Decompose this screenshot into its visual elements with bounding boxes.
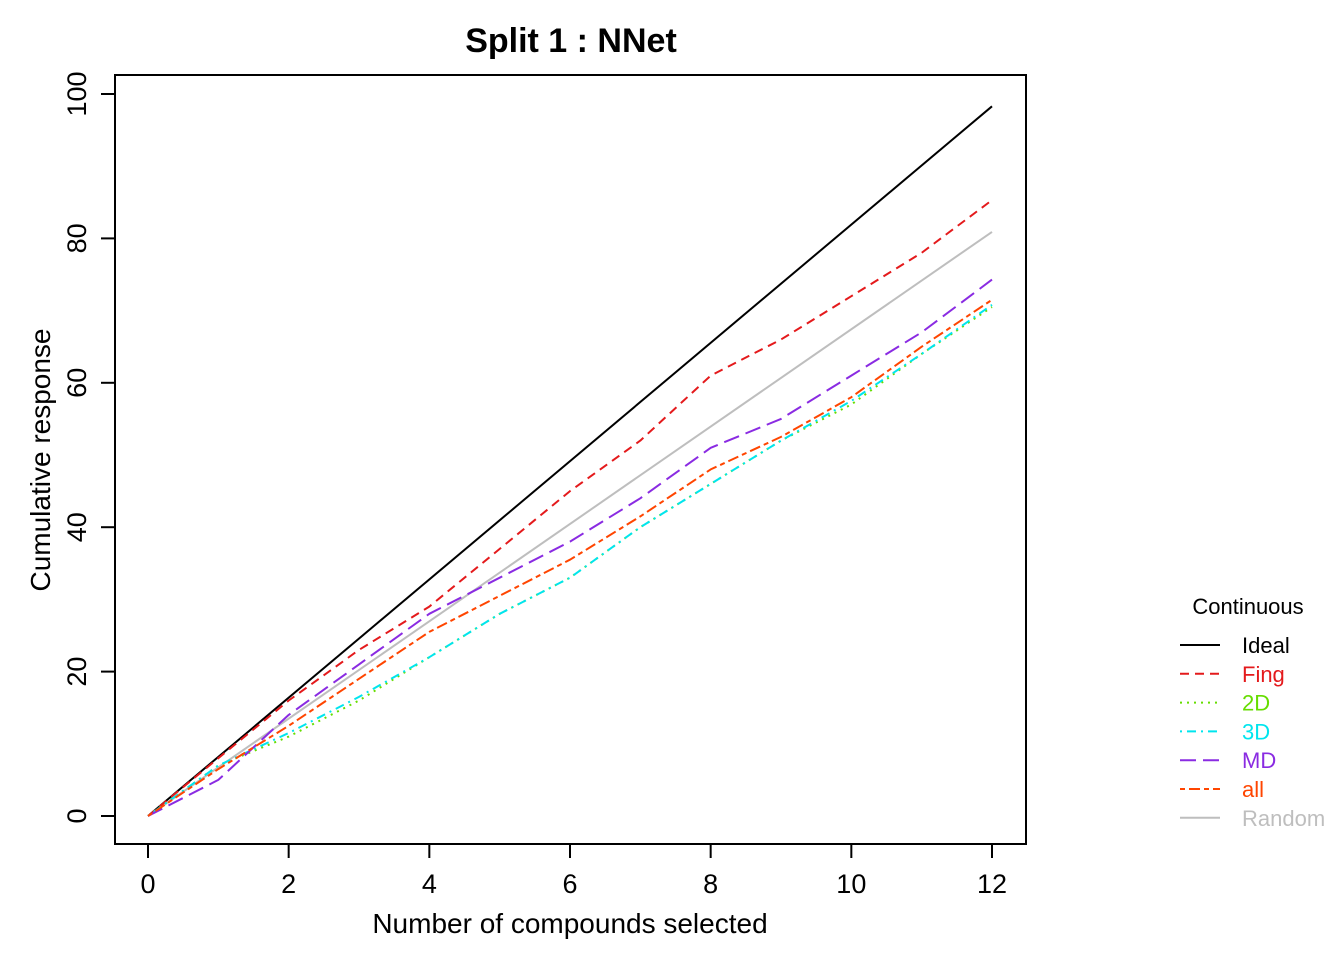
x-tick-label: 12 [977,869,1007,899]
series-line-all [147,298,993,817]
legend-title: Continuous [1192,594,1303,619]
y-tick-label: 60 [62,368,92,398]
x-tick-label: 0 [140,869,155,899]
x-tick-label: 6 [562,869,577,899]
y-tick-label: 100 [62,71,92,116]
series-line-md [147,278,993,817]
y-axis-label: Cumulative response [25,328,56,591]
x-axis-label: Number of compounds selected [372,908,767,939]
x-tick-label: 10 [836,869,866,899]
y-tick-label: 20 [62,657,92,687]
y-tick-label: 0 [62,808,92,823]
series-line-random [147,231,993,817]
series-layer [147,105,993,817]
series-line-2d [147,306,993,817]
legend-label-all: all [1242,777,1264,802]
legend-label-2d: 2D [1242,691,1270,716]
legend-label-ideal: Ideal [1242,633,1290,658]
legend-label-3d: 3D [1242,719,1270,744]
legend: Continuous Ideal Fing 2D 3D MD all Random [1180,594,1325,831]
series-line-fing [147,199,993,817]
legend-label-random: Random [1242,806,1325,831]
series-line-ideal [147,105,993,817]
legend-label-fing: Fing [1242,662,1285,687]
x-tick-label: 2 [281,869,296,899]
x-tick-label: 4 [422,869,437,899]
x-tick-label: 8 [703,869,718,899]
legend-label-md: MD [1242,748,1276,773]
y-tick-label: 80 [62,223,92,253]
chart-title: Split 1 : NNet [465,22,677,60]
y-axis: 0 20 40 60 80 100 [62,71,116,824]
y-tick-label: 40 [62,512,92,542]
x-axis: 0 2 4 6 8 10 12 [140,843,1007,899]
